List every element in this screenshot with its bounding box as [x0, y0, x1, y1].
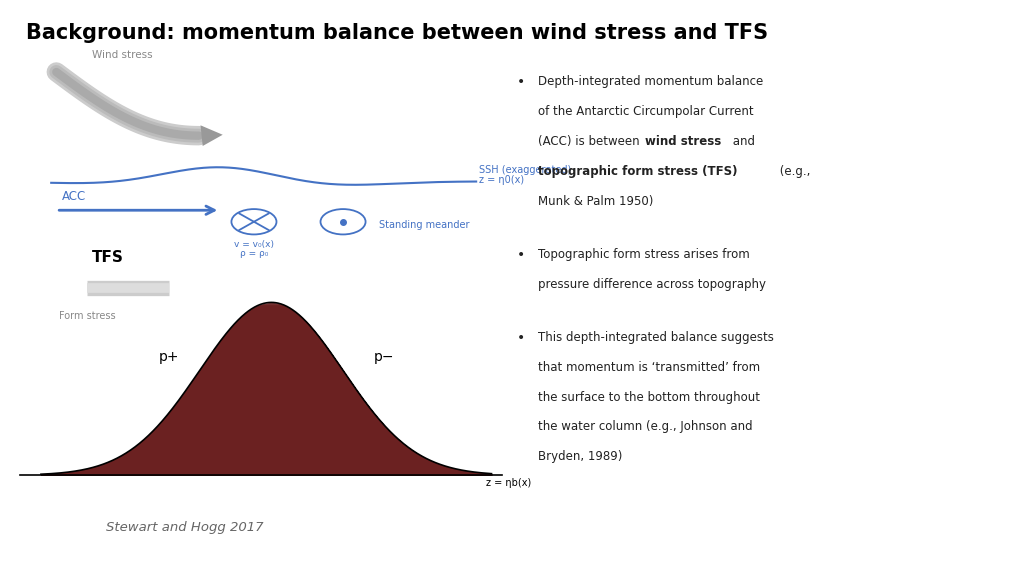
Text: Topographic form stress arises from: Topographic form stress arises from — [538, 248, 750, 261]
Text: z = ηb(x): z = ηb(x) — [486, 478, 531, 488]
Text: p−: p− — [374, 350, 394, 364]
Text: the water column (e.g., Johnson and: the water column (e.g., Johnson and — [538, 420, 753, 434]
Text: z = η0(x): z = η0(x) — [479, 175, 524, 185]
Text: (ACC) is between: (ACC) is between — [538, 135, 643, 148]
Text: topographic form stress (TFS): topographic form stress (TFS) — [538, 165, 737, 178]
Text: Wind stress: Wind stress — [92, 51, 153, 60]
Text: pressure difference across topography: pressure difference across topography — [538, 278, 766, 291]
Text: Form stress: Form stress — [59, 311, 116, 321]
Text: TFS: TFS — [91, 250, 124, 265]
Text: Standing meander: Standing meander — [379, 219, 469, 230]
Text: (e.g.,: (e.g., — [776, 165, 811, 178]
Text: p+: p+ — [159, 350, 179, 364]
Text: •: • — [517, 331, 525, 344]
Text: Bryden, 1989): Bryden, 1989) — [538, 450, 622, 464]
Text: and: and — [729, 135, 755, 148]
Text: that momentum is ‘transmitted’ from: that momentum is ‘transmitted’ from — [538, 361, 760, 374]
Text: SSH (exaggerated): SSH (exaggerated) — [479, 165, 571, 175]
Text: Background: momentum balance between wind stress and TFS: Background: momentum balance between win… — [26, 23, 768, 43]
Text: •: • — [517, 75, 525, 89]
Text: of the Antarctic Circumpolar Current: of the Antarctic Circumpolar Current — [538, 105, 754, 118]
Polygon shape — [201, 126, 222, 146]
Text: ρ = ρ₀: ρ = ρ₀ — [240, 249, 268, 258]
Text: Stewart and Hogg 2017: Stewart and Hogg 2017 — [105, 521, 263, 533]
Text: Munk & Palm 1950): Munk & Palm 1950) — [538, 195, 653, 208]
Text: the surface to the bottom throughout: the surface to the bottom throughout — [538, 391, 760, 404]
Text: v = v₀(x): v = v₀(x) — [233, 240, 274, 249]
Text: wind stress: wind stress — [645, 135, 721, 148]
Text: This depth-integrated balance suggests: This depth-integrated balance suggests — [538, 331, 773, 344]
Text: ACC: ACC — [61, 190, 86, 203]
Text: Depth-integrated momentum balance: Depth-integrated momentum balance — [538, 75, 763, 88]
Text: •: • — [517, 248, 525, 262]
